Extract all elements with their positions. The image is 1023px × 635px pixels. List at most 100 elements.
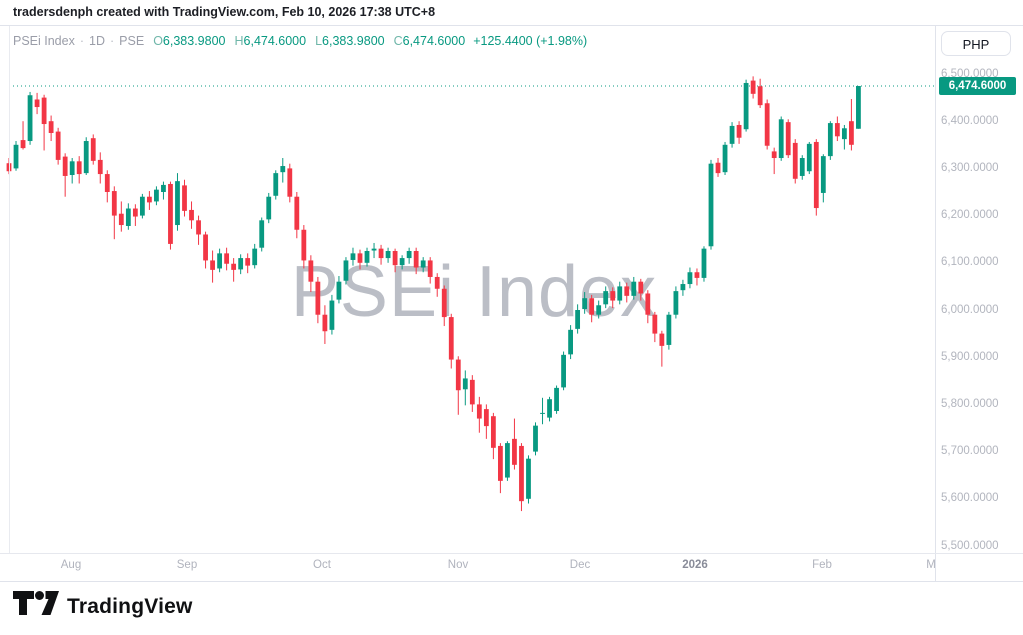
candle-body xyxy=(13,144,19,169)
time-tick-label: Dec xyxy=(569,559,591,571)
candle-body xyxy=(715,162,721,174)
candle-body xyxy=(20,140,26,149)
candle-body xyxy=(434,276,440,289)
candle-body xyxy=(673,291,679,315)
pane-left-border xyxy=(9,26,10,553)
tradingview-logo-icon[interactable] xyxy=(13,591,59,622)
candle-body xyxy=(364,251,370,263)
candle-body xyxy=(743,82,749,130)
candle-body xyxy=(427,260,433,277)
chart-frame: PSEi Index PSEi Index · 1D · PSE O6,383.9800 H… xyxy=(0,25,1023,582)
candle-body xyxy=(224,253,230,264)
candle-body xyxy=(210,260,215,270)
candle-body xyxy=(259,220,265,248)
time-tick-label: M xyxy=(926,559,936,571)
candle-body xyxy=(448,317,454,360)
candle-body xyxy=(820,156,826,193)
candle-body xyxy=(196,220,201,235)
legend-exchange: PSE xyxy=(119,34,145,48)
candle-body xyxy=(533,425,538,452)
candle-body xyxy=(182,185,187,211)
candle-body xyxy=(406,251,412,259)
candle-body xyxy=(252,248,258,266)
candle-body xyxy=(245,258,251,266)
candle-body xyxy=(476,404,482,419)
time-tick-label: 2026 xyxy=(682,559,708,571)
candle-body xyxy=(687,272,693,285)
candlestick-chart-pane[interactable] xyxy=(0,26,1023,553)
candle-body xyxy=(596,305,602,315)
price-tick-label: 6,100.0000 xyxy=(941,256,999,269)
candle-body xyxy=(652,314,658,334)
candle-body xyxy=(610,291,616,301)
candle-body xyxy=(582,298,588,310)
chart-legend: PSEi Index · 1D · PSE O6,383.9800 H6,474.6000 L… xyxy=(13,34,587,48)
candle-body xyxy=(575,310,581,329)
candle-body xyxy=(378,248,384,259)
candle-body xyxy=(778,119,784,159)
attribution-text: tradersdenph created with TradingView.co… xyxy=(13,5,436,19)
price-tick-label: 6,200.0000 xyxy=(941,209,999,222)
candle-body xyxy=(343,260,349,281)
legend-low: L6,383.9800 xyxy=(315,34,385,48)
candle-body xyxy=(792,142,798,179)
candle-body xyxy=(856,85,861,129)
candle-body xyxy=(217,253,222,269)
candle-body xyxy=(294,196,300,230)
candle-body xyxy=(659,333,665,346)
candle-body xyxy=(806,143,812,172)
candle-body xyxy=(603,291,609,305)
candle-body xyxy=(104,174,110,192)
candle-body xyxy=(469,379,475,405)
candle-body xyxy=(238,258,244,270)
candle-body xyxy=(757,86,763,106)
candle-body xyxy=(526,458,531,499)
candle-body xyxy=(385,251,391,259)
candle-body xyxy=(420,260,426,268)
legend-separator: · xyxy=(110,34,115,48)
candle-body xyxy=(97,159,103,175)
candle-body xyxy=(589,298,595,315)
candle-body xyxy=(357,253,363,263)
candle-body xyxy=(62,156,68,176)
candle-body xyxy=(273,173,279,196)
price-tick-label: 6,300.0000 xyxy=(941,161,999,174)
candle-body xyxy=(455,359,461,391)
candle-body xyxy=(505,443,510,478)
candle-body xyxy=(462,378,468,390)
legend-open: O6,383.9800 xyxy=(153,34,226,48)
candle-body xyxy=(132,208,138,217)
price-tick-label: 6,500.0000 xyxy=(941,67,999,80)
legend-interval: 1D xyxy=(89,34,105,48)
candle-body xyxy=(722,144,728,173)
price-tick-label: 6,400.0000 xyxy=(941,114,999,127)
candle-body xyxy=(694,272,700,278)
candle-body xyxy=(371,248,377,251)
currency-button[interactable]: PHP xyxy=(941,31,1011,56)
candle-body xyxy=(680,284,686,291)
candle-body xyxy=(490,416,496,448)
candle-body xyxy=(315,281,321,315)
candle-body xyxy=(27,95,33,142)
price-tick-label: 6,000.0000 xyxy=(941,303,999,316)
candle-body xyxy=(322,314,328,332)
candle-body xyxy=(350,253,356,260)
candle-body xyxy=(841,128,847,140)
candle-body xyxy=(617,286,623,301)
tradingview-logo-text[interactable]: TradingView xyxy=(67,594,193,618)
candle-body xyxy=(154,189,159,202)
candle-body xyxy=(666,314,672,345)
candle-body xyxy=(849,121,854,145)
candle-body xyxy=(336,281,342,300)
time-tick-label: Sep xyxy=(176,559,198,571)
candle-body xyxy=(231,263,237,270)
candle-body xyxy=(329,300,335,330)
candle-body xyxy=(729,125,735,144)
candle-body xyxy=(90,138,96,161)
price-tick-label: 5,600.0000 xyxy=(941,492,999,505)
price-tick-label: 5,800.0000 xyxy=(941,397,999,410)
candle-body xyxy=(55,131,61,160)
candle-body xyxy=(785,122,791,156)
time-tick-label: Feb xyxy=(812,559,832,571)
